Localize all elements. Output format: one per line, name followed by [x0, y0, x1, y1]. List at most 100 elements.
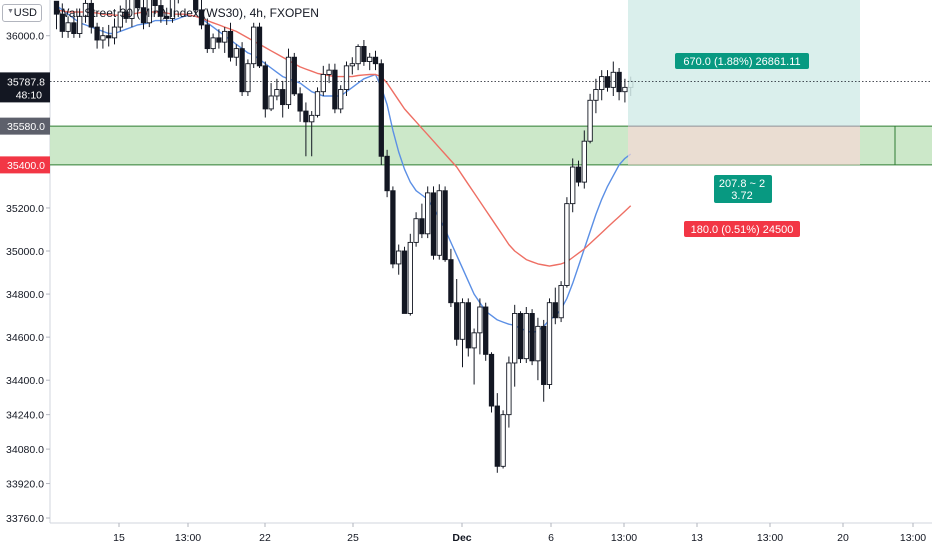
candle [564, 197, 570, 288]
candle-body [425, 192, 431, 235]
candle [483, 302, 489, 361]
candle [193, 0, 199, 15]
time-tick-label: Dec [452, 532, 471, 544]
candle [169, 0, 176, 23]
stop-price-label-text: 35400.0 [7, 160, 45, 172]
candle-body [401, 250, 408, 314]
candle-body [517, 313, 524, 360]
candle [210, 33, 216, 53]
candle-body [448, 259, 454, 304]
candle-body [587, 99, 593, 142]
candle [274, 78, 280, 101]
candle-body [140, 7, 147, 24]
candle-body [198, 9, 205, 26]
risk-reward-line1: 207.8 ~ 2 [719, 178, 765, 190]
candle-body [396, 250, 402, 265]
candle-body [262, 65, 268, 110]
candle [239, 42, 245, 96]
candle-body [204, 24, 210, 50]
candle [500, 410, 506, 469]
candle-body [494, 405, 500, 467]
candle [390, 186, 396, 269]
candle [117, 5, 123, 32]
candle [367, 52, 373, 71]
price-tick-label: 34600.0 [6, 332, 44, 344]
candle [320, 65, 326, 96]
time-tick-label: 13:00 [175, 532, 201, 544]
candle-body [210, 37, 216, 50]
target-label-text: 670.0 (1.88%) 26861.11 [683, 56, 800, 68]
price-tick-label: 34800.0 [6, 289, 44, 301]
candle-body [146, 0, 152, 24]
candle-body [430, 192, 437, 256]
candle-body [77, 15, 83, 34]
price-tick-label: 33920.0 [6, 479, 44, 491]
candle [135, 0, 141, 13]
candle [268, 83, 274, 112]
candle-body [500, 414, 506, 467]
candle-body [622, 86, 628, 93]
candle [413, 212, 419, 247]
candle [245, 59, 251, 96]
candle [448, 248, 454, 307]
candle [471, 328, 477, 385]
candle-body [285, 56, 292, 106]
candle-body [616, 71, 622, 93]
currency-label: USD [13, 7, 37, 19]
stop-price-label: 35400.0 [0, 156, 50, 174]
candle-body [216, 37, 222, 43]
candle-body [88, 2, 94, 28]
candle [251, 22, 257, 68]
candle-body [512, 313, 518, 364]
candle-body [291, 56, 297, 95]
candle-body [610, 71, 616, 88]
candle-body [135, 0, 141, 9]
candle [216, 29, 222, 49]
price-tick-label: 34400.0 [6, 375, 44, 387]
candle [401, 246, 408, 314]
currency-selector[interactable]: ▼ USD [2, 4, 42, 22]
candle [146, 0, 152, 28]
chart-title: Wall Street 30 (Mini) Index (WS30), 4h, … [58, 6, 319, 20]
time-tick-label: 13:00 [757, 532, 783, 544]
candle-body [117, 11, 123, 28]
risk-reward-label: 207.8 ~ 23.72 [714, 175, 772, 203]
chevron-down-icon: ▼ [7, 8, 14, 15]
candle [442, 186, 448, 262]
candle [384, 149, 390, 198]
candle-body [541, 325, 547, 385]
candle [459, 298, 466, 368]
last-price-bg [0, 72, 50, 103]
countdown-text: 48:10 [16, 89, 42, 101]
candle [71, 12, 77, 38]
candle-body [483, 306, 489, 355]
candle-body [251, 26, 257, 65]
candle-body [274, 89, 280, 97]
candle-body [506, 362, 512, 416]
candle-body [558, 285, 564, 319]
candle [94, 22, 100, 49]
time-tick-label: 13:00 [611, 532, 637, 544]
time-tick-label: 6 [548, 532, 554, 544]
candle-body [256, 26, 263, 67]
candle [158, 0, 164, 23]
last-price-label: 35787.848:10 [0, 72, 50, 103]
candle-body [309, 114, 315, 123]
candle [407, 233, 413, 316]
candle-body [477, 306, 483, 334]
candle-body [239, 48, 245, 93]
candle-body [390, 190, 396, 265]
candle [378, 59, 384, 165]
candle-body [367, 56, 373, 62]
candle [349, 57, 355, 75]
stop-label-bg [684, 221, 800, 237]
candle [338, 85, 344, 114]
candle [541, 319, 547, 402]
candle-body [471, 332, 477, 349]
candle [326, 63, 332, 84]
candle [477, 298, 483, 355]
candle-body [570, 166, 576, 205]
time-tick-label: 15 [113, 532, 125, 544]
